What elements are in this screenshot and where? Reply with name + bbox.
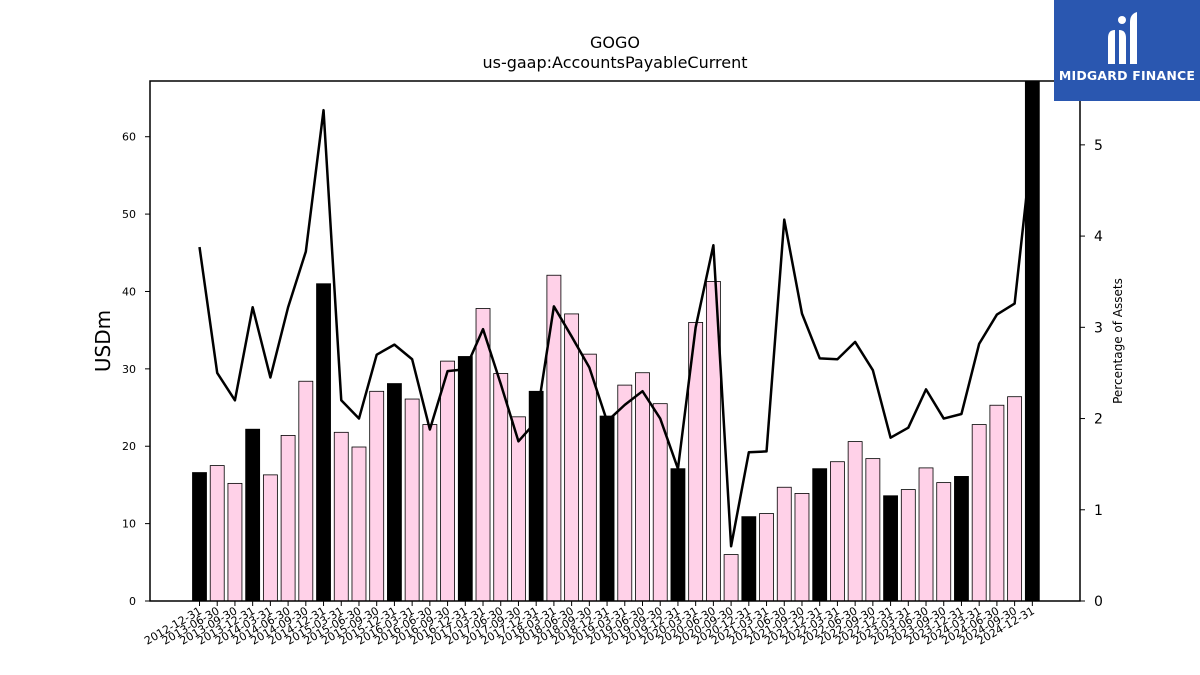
y2-tick-label: 5 [1094, 138, 1103, 154]
y-tick-label: 40 [122, 285, 136, 298]
chart-subtitle: us-gaap:AccountsPayableCurrent [482, 53, 747, 72]
bar [847, 441, 863, 602]
logo-mark-icon [1108, 12, 1137, 64]
y-axis-label: USDm [91, 310, 115, 372]
bar [333, 431, 349, 602]
y-tick-label: 50 [122, 208, 136, 221]
bar [440, 360, 455, 602]
bar [209, 465, 225, 602]
bar [422, 424, 438, 602]
bar [387, 383, 402, 602]
bar [581, 353, 597, 602]
midgard-finance-logo: MIDGARD FINANCE [1054, 0, 1200, 101]
bar [404, 398, 420, 602]
bar [883, 495, 898, 602]
bar [493, 373, 509, 602]
bar [599, 415, 615, 602]
bar [475, 308, 491, 602]
bar [351, 446, 367, 602]
bar [369, 390, 385, 602]
bar [989, 404, 1005, 602]
percentage-line [198, 108, 1034, 548]
bar-series [192, 80, 1040, 602]
bar [635, 372, 650, 602]
y-tick-label: 60 [122, 131, 136, 144]
y-axis-right: 0 1 2 3 4 5 [1080, 138, 1103, 610]
bar [262, 474, 278, 602]
y-tick-label: 10 [122, 518, 136, 531]
bar [794, 493, 810, 602]
bar [227, 482, 243, 602]
bar [865, 458, 881, 602]
bar [564, 313, 580, 602]
bar [741, 516, 757, 602]
bar [812, 468, 828, 602]
bar [192, 472, 207, 602]
y-tick-label: 30 [122, 363, 136, 376]
y2-tick-label: 1 [1094, 503, 1103, 519]
bar [759, 513, 774, 602]
bar [918, 467, 934, 602]
bar [971, 424, 987, 602]
bar [280, 434, 296, 602]
bar [936, 482, 952, 602]
bar [1024, 80, 1040, 602]
y2-tick-label: 2 [1094, 412, 1103, 428]
bar [954, 476, 969, 602]
chart-title: GOGO [590, 33, 640, 52]
bar [776, 486, 792, 602]
plot-frame [149, 80, 1081, 602]
x-axis: 2012-12-312013-06-302013-09-302013-12-31… [142, 601, 1037, 648]
bar [723, 554, 739, 602]
bar [245, 428, 261, 602]
bar [316, 283, 331, 602]
y-tick-label: 20 [122, 440, 136, 453]
y-axis-left: 0 10 20 30 40 50 60 [122, 131, 150, 608]
y2-tick-label: 4 [1094, 229, 1103, 245]
logo-text: MIDGARD FINANCE [1058, 68, 1196, 83]
y2-tick-label: 3 [1094, 320, 1103, 336]
y-tick-label: 0 [129, 595, 136, 608]
bar [900, 489, 916, 602]
y2-tick-label: 0 [1094, 594, 1103, 610]
bar [1007, 396, 1023, 602]
bar [546, 274, 562, 602]
bar [617, 384, 633, 602]
y2-axis-label: Percentage of Assets [1111, 278, 1125, 404]
bar [298, 380, 314, 602]
bar [457, 356, 473, 602]
bar [830, 461, 845, 602]
bar [670, 468, 686, 602]
bar [511, 416, 526, 602]
